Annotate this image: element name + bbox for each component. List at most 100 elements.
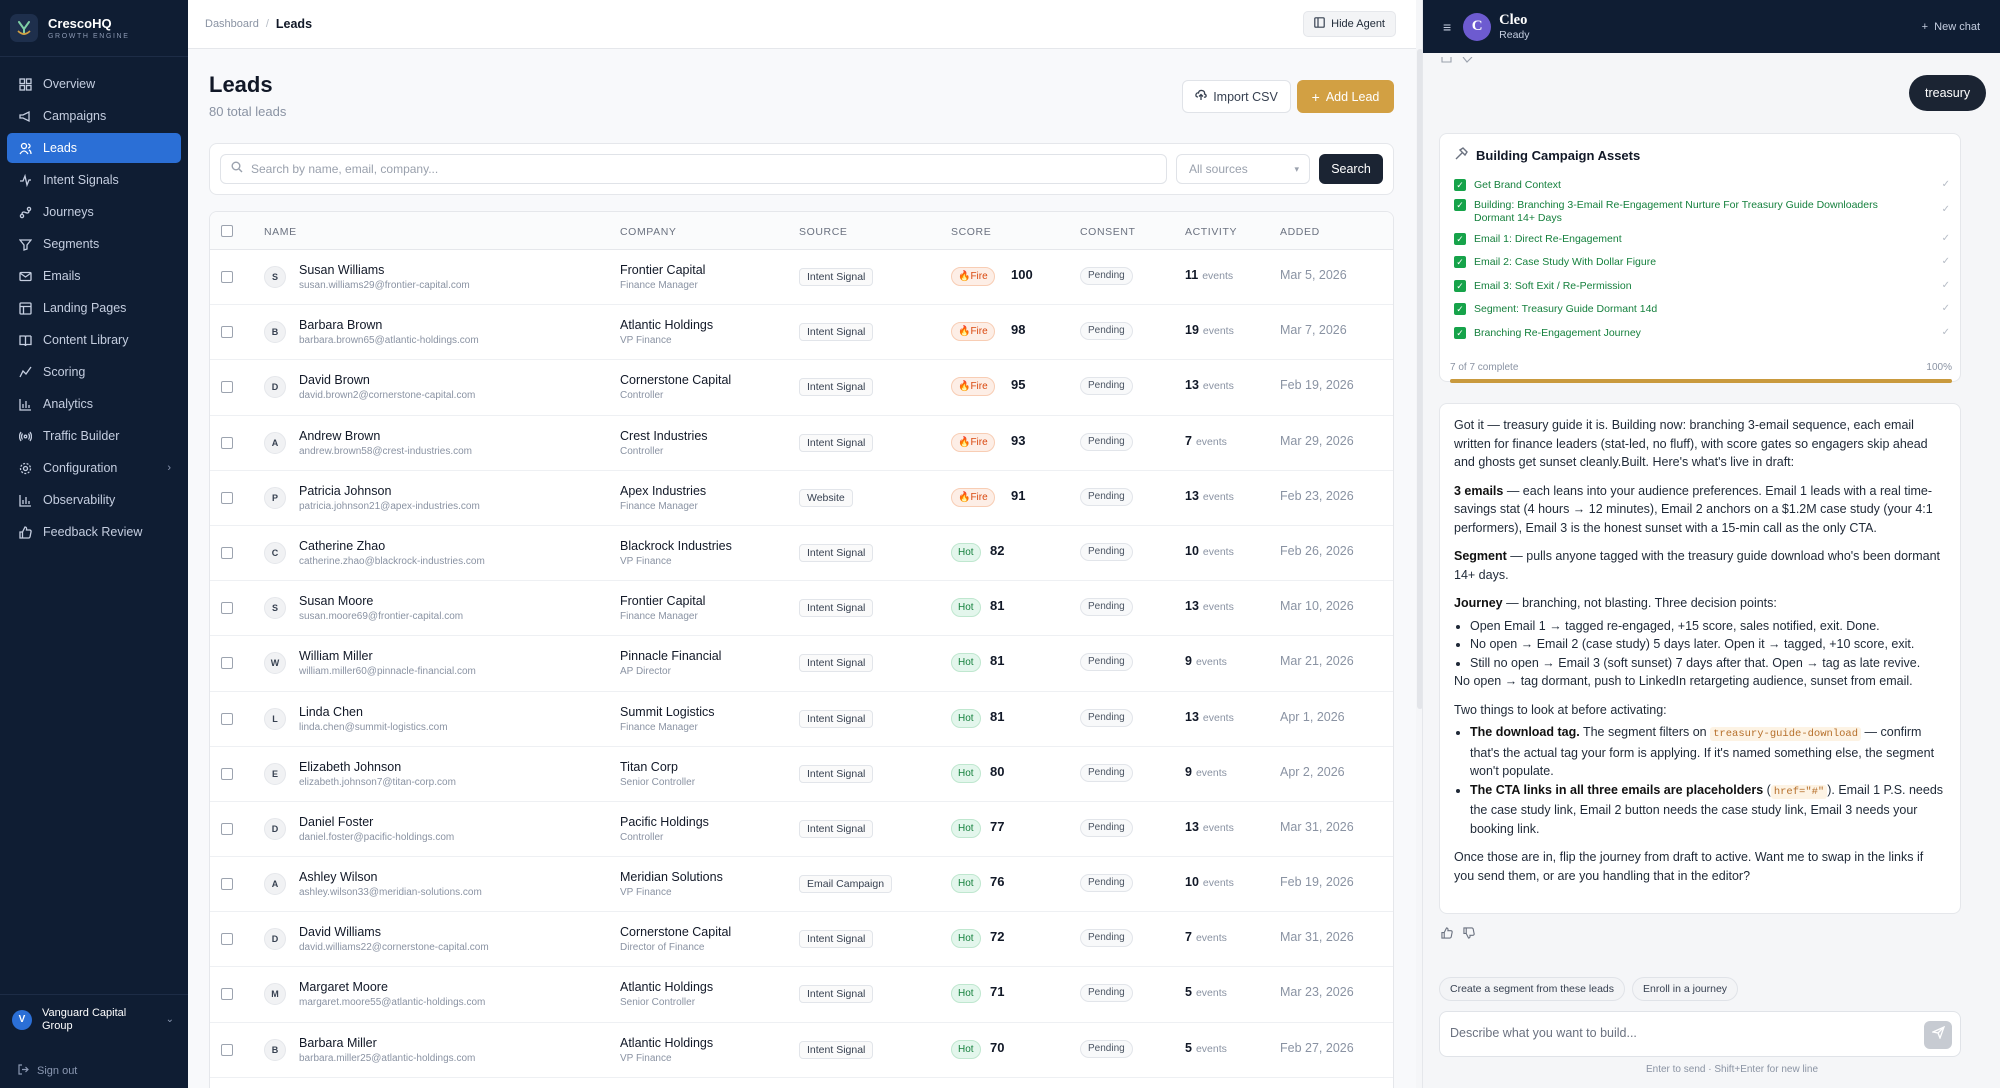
lead-name[interactable]: Elizabeth Johnson (299, 759, 402, 774)
lead-score: 81 (990, 598, 1005, 614)
sidebar-item-observability[interactable]: Observability (7, 485, 181, 515)
table-row[interactable]: C Catherine Zhao catherine.zhao@blackrock-… (210, 526, 1393, 582)
thumbs-up-icon[interactable] (1441, 926, 1453, 944)
search-input[interactable] (251, 162, 1131, 176)
lead-name[interactable]: Andrew Brown (299, 428, 381, 443)
table-row[interactable]: D Daniel Foster daniel.foster@pacific-hold… (210, 802, 1393, 858)
import-csv-button[interactable]: Import CSV (1182, 80, 1291, 113)
lead-name[interactable]: Margaret Moore (299, 980, 388, 995)
column-header-score[interactable]: SCORE (951, 226, 992, 238)
sidebar-item-configuration[interactable]: Configuration › (7, 453, 181, 483)
lead-name[interactable]: Susan Moore (299, 594, 374, 609)
lead-name[interactable]: William Miller (299, 649, 373, 664)
new-chat-button[interactable]: + New chat (1922, 21, 1980, 33)
lead-name[interactable]: Susan Williams (299, 263, 385, 277)
row-checkbox[interactable] (221, 381, 233, 394)
column-header-activity[interactable]: ACTIVITY (1185, 226, 1238, 238)
hide-agent-button[interactable]: Hide Agent (1303, 11, 1396, 37)
table-row[interactable]: P Patricia Johnson patricia.johnson21@apex… (210, 471, 1393, 526)
sidebar-nav: Overview Campaigns Leads Intent Signals … (0, 57, 188, 547)
suggestion-chip[interactable]: Create a segment from these leads (1439, 977, 1626, 1001)
lead-name[interactable]: Daniel Foster (299, 814, 374, 829)
table-row[interactable]: B Barbara Miller barbara.miller25@atlantic… (210, 1023, 1393, 1078)
org-switcher[interactable]: V Vanguard Capital Group ⌄ (0, 994, 188, 1044)
sidebar-item-overview[interactable]: Overview (7, 69, 181, 99)
sidebar-item-landing-pages[interactable]: Landing Pages (7, 293, 181, 323)
sidebar-item-analytics[interactable]: Analytics (7, 389, 181, 419)
row-checkbox[interactable] (221, 933, 233, 946)
lead-name[interactable]: Linda Chen (299, 704, 363, 719)
suggestion-chip[interactable]: Enroll in a journey (1632, 977, 1739, 1001)
message-text: — pulls anyone tagged with the treasury … (1454, 549, 1941, 582)
row-checkbox[interactable] (221, 822, 233, 835)
table-row[interactable]: W William Miller william.miller60@pinnacle… (210, 636, 1393, 692)
table-row[interactable]: A Andrew Brown andrew.brown58@crest-indust… (210, 416, 1393, 471)
sidebar-item-feedback-review[interactable]: Feedback Review (7, 517, 181, 547)
table-row[interactable]: B Barbara Brown barbara.brown65@atlantic-h… (210, 305, 1393, 361)
row-checkbox[interactable] (221, 436, 233, 449)
row-checkbox[interactable] (221, 491, 233, 504)
table-row[interactable]: E Elizabeth Johnson elizabeth.johnson7@tit… (210, 747, 1393, 802)
sidebar-item-scoring[interactable]: Scoring (7, 357, 181, 387)
sidebar-item-content-library[interactable]: Content Library (7, 325, 181, 355)
lead-score: 82 (990, 542, 1005, 558)
filter-bar: All sources ▾ Search (209, 143, 1394, 195)
source-filter-select[interactable]: All sources ▾ (1176, 154, 1310, 184)
sidebar-item-campaigns[interactable]: Campaigns (7, 101, 181, 131)
row-checkbox[interactable] (221, 1043, 233, 1056)
row-checkbox[interactable] (221, 546, 233, 559)
lead-name[interactable]: David Brown (299, 373, 370, 388)
consent-badge: Pending (1080, 598, 1133, 617)
thumbs-up-icon[interactable] (1441, 50, 1452, 68)
column-header-source[interactable]: SOURCE (799, 226, 848, 238)
column-header-added[interactable]: ADDED (1280, 226, 1320, 238)
table-row[interactable]: A Ashley Wilson ashley.wilson33@meridian-s… (210, 857, 1393, 913)
lead-name[interactable]: Catherine Zhao (299, 538, 386, 553)
sidebar-item-segments[interactable]: Segments (7, 229, 181, 259)
chat-input[interactable] (1450, 1026, 1890, 1040)
lead-name[interactable]: Patricia Johnson (299, 483, 392, 498)
table-row[interactable]: D David Williams david.williams22@cornerst… (210, 912, 1393, 968)
row-checkbox[interactable] (221, 271, 233, 283)
sidebar-item-traffic-builder[interactable]: Traffic Builder (7, 421, 181, 451)
sidebar-item-journeys[interactable]: Journeys (7, 197, 181, 227)
column-header-name[interactable]: NAME (264, 226, 297, 238)
lead-name[interactable]: Barbara Miller (299, 1035, 377, 1050)
avatar: D (264, 817, 286, 840)
brand[interactable]: CrescoHQ GROWTH ENGINE (0, 0, 188, 57)
table-row[interactable]: S Susan Moore susan.moore69@frontier-capit… (210, 581, 1393, 637)
row-checkbox[interactable] (221, 988, 233, 1001)
table-row[interactable]: L Linda Chen linda.chen@summit-logistics.c… (210, 692, 1393, 747)
company-name: Frontier Capital (620, 263, 706, 277)
breadcrumb-dashboard[interactable]: Dashboard (205, 18, 259, 30)
activity-label: events (1202, 490, 1234, 503)
column-header-consent[interactable]: CONSENT (1080, 226, 1136, 238)
table-row[interactable]: D David Brown david.brown2@cornerstone-cap… (210, 360, 1393, 416)
sign-out-button[interactable]: Sign out (18, 1064, 77, 1078)
sidebar-item-intent-signals[interactable]: Intent Signals (7, 165, 181, 195)
row-checkbox[interactable] (221, 657, 233, 670)
scrollbar[interactable] (1417, 49, 1423, 709)
row-checkbox[interactable] (221, 767, 233, 780)
check-icon: ✓ (1941, 179, 1950, 190)
menu-icon[interactable]: ≡ (1443, 18, 1452, 35)
column-header-company[interactable]: COMPANY (620, 226, 677, 238)
row-checkbox[interactable] (221, 712, 233, 725)
lead-name[interactable]: Barbara Brown (299, 318, 383, 333)
row-checkbox[interactable] (221, 878, 233, 891)
thumbs-down-icon[interactable] (1462, 50, 1473, 68)
thumbs-down-icon[interactable] (1463, 926, 1475, 944)
lead-name[interactable]: David Williams (299, 925, 381, 940)
search-field[interactable] (220, 154, 1167, 184)
table-row[interactable]: M Margaret Moore margaret.moore55@atlantic… (210, 967, 1393, 1023)
add-lead-button[interactable]: + Add Lead (1297, 80, 1394, 113)
sidebar-item-emails[interactable]: Emails (7, 261, 181, 291)
sidebar-item-leads[interactable]: Leads (7, 133, 181, 163)
lead-name[interactable]: Ashley Wilson (299, 870, 378, 885)
select-all-checkbox[interactable] (221, 225, 233, 237)
table-row[interactable]: S Susan Williams susan.williams29@frontier… (210, 250, 1393, 306)
row-checkbox[interactable] (221, 326, 233, 339)
search-button[interactable]: Search (1319, 154, 1383, 184)
row-checkbox[interactable] (221, 602, 233, 615)
send-button[interactable] (1924, 1021, 1952, 1049)
